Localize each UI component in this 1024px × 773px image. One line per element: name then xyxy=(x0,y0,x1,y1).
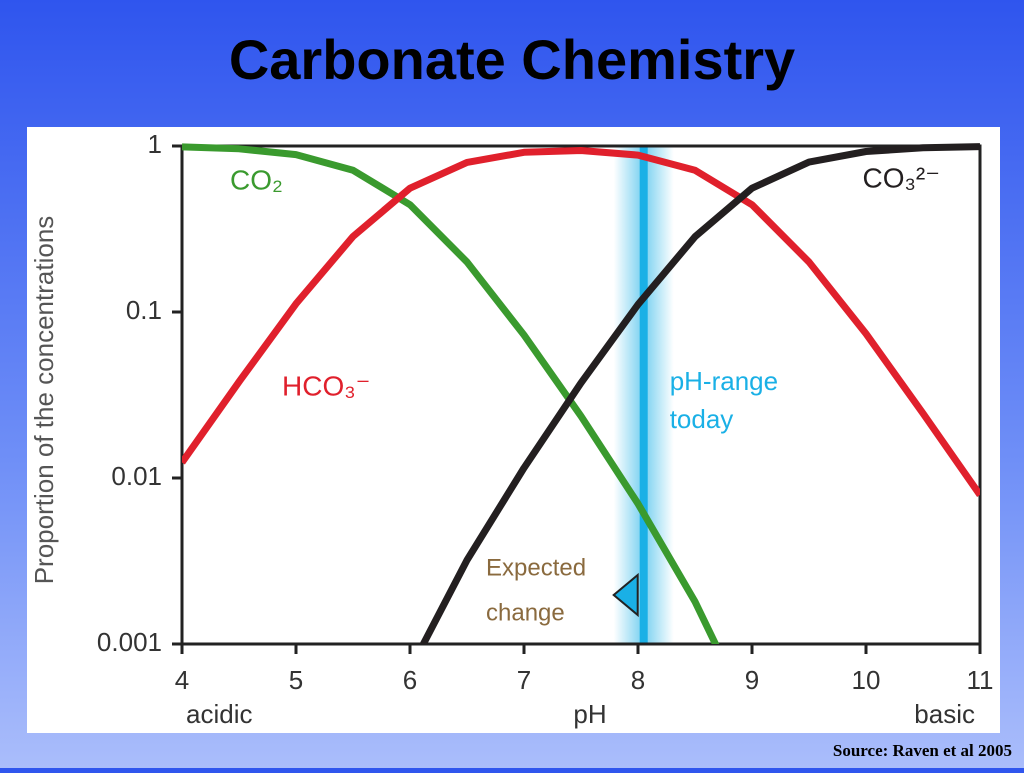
series-line xyxy=(182,147,980,498)
x-tick-label: 5 xyxy=(289,665,303,695)
annotation: Expected xyxy=(486,554,586,581)
x-tick-label: 9 xyxy=(745,665,759,695)
series-group xyxy=(182,143,980,644)
y-axis-label: Proportion of the concentrations xyxy=(29,216,59,585)
series-label: CO₂ xyxy=(230,164,283,195)
highlight-label: today xyxy=(670,404,734,434)
x-tick-label: 4 xyxy=(175,665,189,695)
x-tick-label: 6 xyxy=(403,665,417,695)
arrow-icon xyxy=(612,572,639,618)
series-label: HCO₃⁻ xyxy=(282,370,370,401)
series-line xyxy=(182,143,720,644)
x-left-label: acidic xyxy=(186,699,252,729)
highlight-label: pH-range xyxy=(670,366,778,396)
x-axis-label: pH xyxy=(573,699,606,729)
annotation: change xyxy=(486,599,565,626)
chart-title: Carbonate Chemistry xyxy=(229,28,795,91)
series-label: CO₃²⁻ xyxy=(862,162,940,193)
x-tick-label: 7 xyxy=(517,665,531,695)
y-tick-label: 0.01 xyxy=(111,461,162,491)
x-tick-label: 11 xyxy=(967,665,994,695)
x-right-label: basic xyxy=(914,699,975,729)
x-tick-label: 8 xyxy=(631,665,645,695)
x-tick-label: 10 xyxy=(852,665,881,695)
chart-panel xyxy=(27,127,1000,733)
plot-frame xyxy=(180,144,982,646)
series-line xyxy=(419,143,980,644)
y-tick-label: 0.001 xyxy=(97,627,162,657)
source: Source: Raven et al 2005 xyxy=(833,741,1012,760)
y-tick-label: 1 xyxy=(148,129,162,159)
y-tick-label: 0.1 xyxy=(126,295,162,325)
